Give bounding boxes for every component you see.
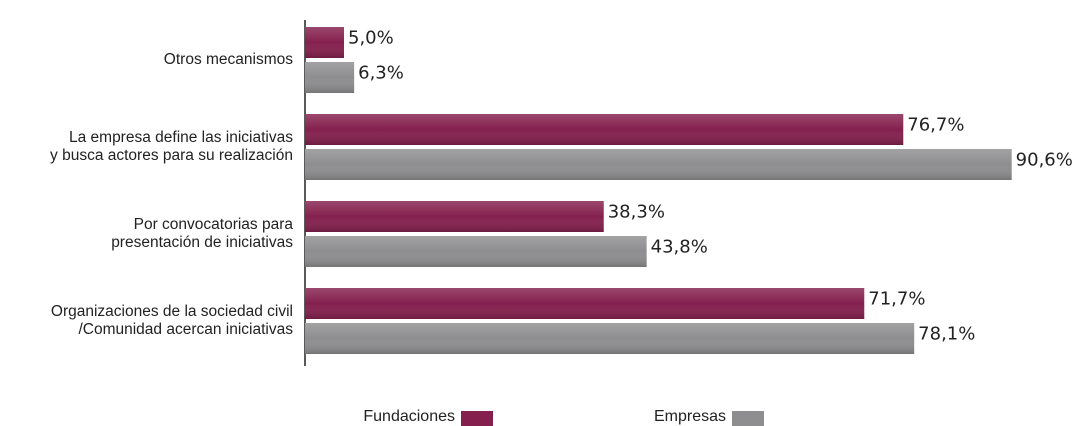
legend-swatch: [461, 411, 493, 426]
category-label: Otros mecanismos: [164, 51, 293, 68]
legend-label: Fundaciones: [363, 408, 455, 425]
legend-label: Empresas: [654, 408, 726, 425]
category-label: Por convocatorias para: [134, 216, 294, 233]
bar-shade: [305, 27, 344, 58]
legend-swatch: [732, 411, 764, 426]
category-label: y busca actores para su realización: [50, 147, 293, 164]
category-label: La empresa define las iniciativas: [69, 129, 293, 146]
value-label: 76,7%: [907, 115, 964, 136]
bar-shade: [305, 62, 355, 93]
value-label: 38,3%: [608, 202, 665, 223]
bar-shade: [305, 323, 915, 354]
bar-shade: [305, 114, 904, 145]
value-label: 71,7%: [868, 289, 925, 310]
category-label: /Comunidad acercan iniciativas: [78, 321, 293, 338]
category-label: presentación de iniciativas: [111, 234, 293, 251]
value-label: 90,6%: [1016, 150, 1073, 171]
value-label: 5,0%: [348, 28, 394, 49]
bar-shade: [305, 201, 604, 232]
value-label: 43,8%: [651, 237, 708, 258]
bar-shade: [305, 236, 647, 267]
value-label: 78,1%: [918, 324, 975, 345]
category-label: Organizaciones de la sociedad civil: [51, 303, 293, 320]
bar-shade: [305, 288, 865, 319]
value-label: 6,3%: [358, 63, 404, 84]
bar-shade: [305, 149, 1012, 180]
